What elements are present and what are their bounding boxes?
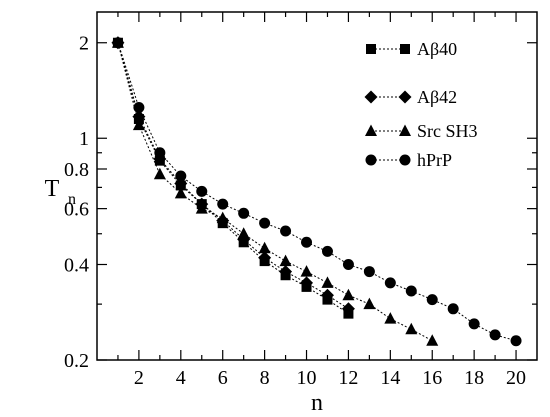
- data-point: [321, 276, 334, 288]
- data-point: [384, 312, 397, 324]
- legend-marker: [365, 124, 377, 136]
- series-diamond: [111, 36, 355, 316]
- y-axis-title: T: [45, 176, 60, 202]
- legend-marker: [366, 44, 376, 54]
- data-point: [280, 225, 292, 237]
- legend-marker: [400, 44, 410, 54]
- y-tick-label: 0.2: [64, 350, 89, 372]
- y-tick-label: 0.6: [64, 199, 89, 221]
- data-point: [468, 318, 480, 330]
- data-point: [174, 186, 187, 199]
- data-point: [321, 245, 333, 257]
- x-axis-title: n: [311, 390, 323, 416]
- legend-item: Aβ40: [366, 39, 457, 59]
- data-point: [112, 37, 124, 49]
- data-point: [447, 303, 459, 315]
- legend-label: hPrP: [417, 150, 452, 170]
- legend-item: Aβ42: [364, 87, 457, 107]
- data-point: [300, 265, 313, 277]
- data-point: [405, 322, 418, 335]
- legend-marker: [398, 90, 412, 104]
- y-tick-label: 0.4: [64, 254, 89, 276]
- series-circle: [112, 37, 522, 347]
- legend-label: Src SH3: [417, 121, 478, 141]
- data-point: [363, 266, 375, 278]
- data-point: [258, 251, 272, 265]
- data-point: [363, 297, 376, 310]
- data-point: [259, 217, 271, 229]
- data-point: [426, 294, 438, 306]
- data-point: [154, 147, 166, 159]
- data-point: [342, 288, 355, 301]
- y-tick-label: 0.8: [64, 159, 89, 181]
- data-point: [510, 335, 522, 347]
- legend-item: Src SH3: [365, 121, 478, 141]
- y-tick-label: 2: [79, 33, 89, 55]
- legend-marker: [399, 124, 411, 136]
- legend-label: Aβ40: [417, 39, 457, 59]
- data-point: [133, 102, 145, 114]
- data-point: [301, 236, 313, 248]
- plot-area: [96, 11, 538, 361]
- data-point: [426, 334, 439, 346]
- legend-marker: [399, 154, 411, 166]
- x-tick-label: 18: [464, 367, 484, 389]
- data-point: [405, 285, 417, 297]
- data-point: [341, 302, 355, 316]
- data-point: [132, 118, 145, 131]
- data-point: [153, 167, 166, 180]
- series-square: [112, 37, 354, 319]
- series-triangle: [111, 36, 439, 346]
- data-point: [217, 198, 229, 210]
- series-line: [117, 42, 433, 342]
- data-point: [258, 241, 271, 254]
- data-point: [196, 185, 208, 197]
- data-point: [238, 207, 250, 219]
- x-tick-label: 12: [338, 367, 358, 389]
- series-layer: [111, 36, 522, 347]
- legend-item: hPrP: [365, 150, 452, 170]
- data-point: [300, 276, 314, 290]
- series-line: [117, 42, 349, 315]
- data-point: [489, 329, 501, 341]
- x-tick-label: 2: [134, 367, 144, 389]
- legend: Aβ40 Aβ42 Src SH3 hPrP: [364, 39, 478, 170]
- x-tick-label: 16: [422, 367, 442, 389]
- x-tick-label: 6: [218, 367, 228, 389]
- data-point: [195, 202, 208, 214]
- x-tick-label: 4: [176, 367, 186, 389]
- legend-label: Aβ42: [417, 87, 457, 107]
- data-point: [175, 170, 187, 182]
- x-tick-label: 10: [297, 367, 317, 389]
- y-axis-title-subscript: n: [68, 191, 76, 208]
- data-point: [342, 258, 354, 270]
- series-line: [117, 42, 349, 310]
- x-tick-label: 20: [506, 367, 526, 389]
- data-point: [237, 227, 250, 239]
- data-point: [320, 288, 334, 302]
- data-point: [279, 254, 292, 267]
- plot-frame: [96, 11, 538, 361]
- x-tick-label: 8: [260, 367, 270, 389]
- x-tick-label: 14: [380, 367, 400, 389]
- legend-marker: [365, 154, 377, 166]
- y-tick-label: 1: [79, 128, 89, 150]
- data-point: [384, 277, 396, 289]
- legend-marker: [364, 90, 378, 104]
- data-point: [216, 211, 229, 224]
- data-point: [279, 265, 293, 279]
